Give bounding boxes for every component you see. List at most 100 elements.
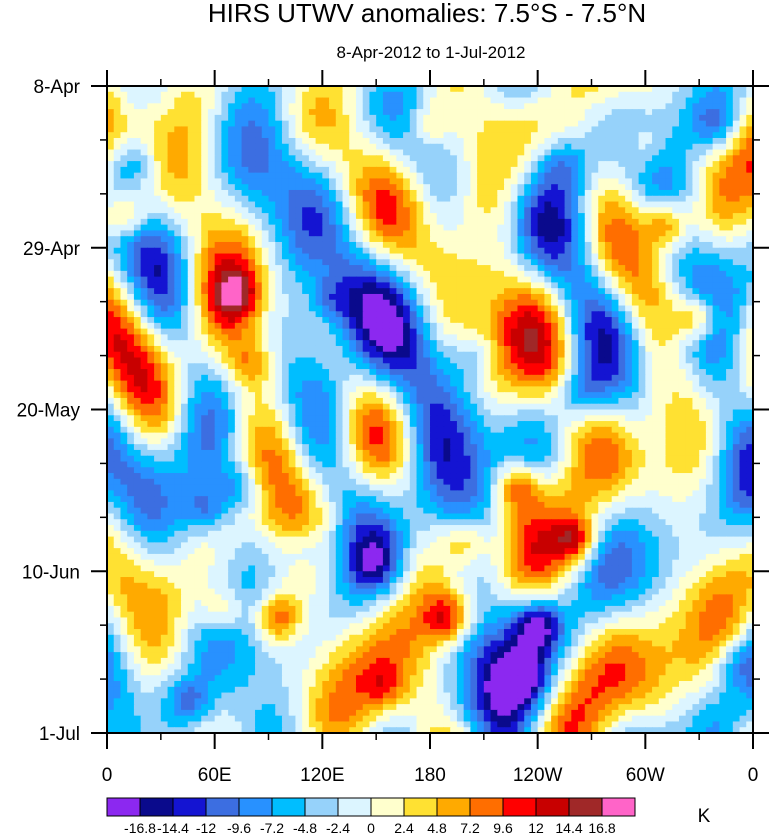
heatmap-cell (120, 288, 128, 295)
heatmap-cell (376, 305, 384, 312)
heatmap-cell (699, 155, 707, 162)
heatmap-cell (167, 126, 175, 133)
heatmap-cell (275, 224, 283, 232)
heatmap-cell (692, 322, 700, 330)
heatmap-cell (160, 132, 169, 139)
heatmap-cell (322, 357, 330, 364)
heatmap-cell (611, 380, 620, 387)
heatmap-cell (140, 270, 148, 278)
heatmap-cell (504, 172, 512, 180)
heatmap-cell (329, 86, 337, 93)
heatmap-cell (524, 241, 532, 249)
heatmap-cell (685, 161, 694, 168)
heatmap-cell (483, 288, 492, 295)
heatmap-cell (194, 161, 202, 168)
heatmap-cell (349, 149, 357, 156)
heatmap-cell (382, 265, 391, 272)
heatmap-cell (228, 103, 236, 110)
heatmap-cell (120, 311, 128, 318)
heatmap-cell (416, 293, 424, 301)
heatmap-cell (228, 143, 236, 151)
heatmap-cell (322, 91, 330, 99)
heatmap-cell (416, 161, 424, 168)
heatmap-cell (705, 120, 714, 128)
heatmap-cell (739, 213, 747, 220)
heatmap-cell (618, 247, 626, 255)
heatmap-cell (712, 380, 720, 387)
heatmap-cell (456, 265, 465, 272)
heatmap-cell (167, 195, 175, 203)
heatmap-cell (631, 224, 640, 232)
heatmap-cell (631, 155, 640, 162)
heatmap-cell (611, 363, 620, 370)
heatmap-cell (403, 247, 411, 255)
heatmap-cell (174, 97, 182, 104)
heatmap-cell (537, 299, 545, 307)
heatmap-cell (450, 218, 458, 226)
heatmap-cell (349, 270, 357, 278)
heatmap-cell (611, 230, 620, 237)
heatmap-cell (154, 213, 162, 220)
heatmap-cell (443, 288, 451, 295)
heatmap-cell (248, 357, 256, 364)
heatmap-cell (430, 213, 438, 220)
heatmap-cell (652, 363, 660, 370)
heatmap-cell (456, 369, 465, 376)
heatmap-cell (658, 363, 667, 370)
heatmap-cell (638, 143, 646, 151)
heatmap-cell (551, 143, 559, 151)
heatmap-cell (665, 317, 673, 324)
heatmap-cell (355, 184, 364, 191)
heatmap-cell (107, 380, 115, 387)
heatmap-cell (638, 282, 646, 289)
heatmap-cell (638, 305, 646, 312)
heatmap-cell (524, 120, 532, 128)
heatmap-cell (631, 103, 640, 110)
heatmap-cell (450, 155, 458, 162)
heatmap-cell (234, 86, 243, 93)
heatmap-cell (591, 213, 599, 220)
heatmap-cell (181, 374, 189, 382)
heatmap-cell (544, 86, 552, 93)
heatmap-cell (652, 322, 660, 330)
heatmap-cell (329, 91, 337, 99)
heatmap-cell (463, 293, 471, 301)
heatmap-cell (645, 276, 653, 284)
heatmap-cell (322, 253, 330, 260)
heatmap-cell (214, 265, 222, 272)
heatmap-cell (214, 334, 222, 341)
heatmap-cell (201, 340, 209, 347)
heatmap-cell (376, 201, 384, 208)
heatmap-cell (167, 305, 175, 312)
heatmap-cell (665, 265, 673, 272)
heatmap-cell (147, 155, 155, 162)
heatmap-cell (234, 322, 243, 330)
heatmap-cell (598, 195, 606, 203)
heatmap-cell (631, 253, 640, 260)
heatmap-cell (665, 299, 673, 307)
heatmap-cell (315, 334, 323, 341)
heatmap-cell (692, 155, 700, 162)
heatmap-cell (201, 86, 209, 93)
heatmap-cell (726, 317, 734, 324)
heatmap-cell (699, 241, 707, 249)
heatmap-cell (214, 224, 222, 232)
heatmap-cell (154, 126, 162, 133)
heatmap-cell (396, 288, 404, 295)
heatmap-cell (187, 201, 196, 208)
heatmap-cell (470, 155, 478, 162)
heatmap-cell (194, 126, 202, 133)
heatmap-cell (140, 137, 148, 145)
heatmap-cell (396, 230, 404, 237)
heatmap-cell (261, 207, 270, 214)
heatmap-cell (113, 178, 122, 185)
heatmap-cell (329, 207, 337, 214)
heatmap-cell (154, 253, 162, 260)
heatmap-cell (396, 299, 404, 307)
heatmap-cell (342, 166, 350, 174)
heatmap-cell (228, 109, 236, 116)
heatmap-cell (275, 207, 283, 214)
heatmap-cell (120, 97, 128, 104)
heatmap-cell (672, 195, 680, 203)
heatmap-cell (160, 282, 169, 289)
